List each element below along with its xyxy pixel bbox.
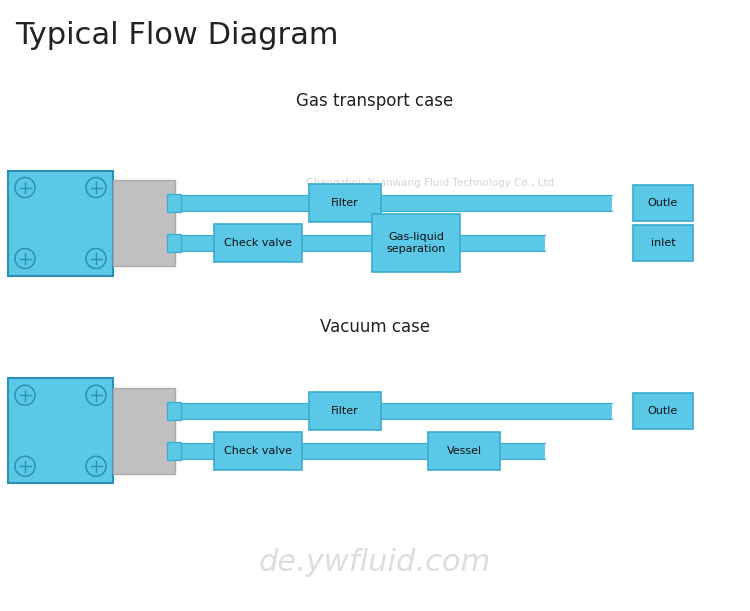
Circle shape <box>15 178 35 197</box>
FancyBboxPatch shape <box>214 224 302 262</box>
Text: Changzhou Yuanwang Fluid Technology Co., Ltd: Changzhou Yuanwang Fluid Technology Co.,… <box>306 404 554 414</box>
FancyBboxPatch shape <box>8 170 113 276</box>
FancyBboxPatch shape <box>309 184 381 222</box>
Circle shape <box>86 456 106 476</box>
FancyBboxPatch shape <box>214 432 302 470</box>
FancyBboxPatch shape <box>167 194 181 212</box>
Text: Gas transport case: Gas transport case <box>296 92 454 110</box>
FancyBboxPatch shape <box>633 185 693 221</box>
Text: de.ywfluid.com: de.ywfluid.com <box>259 547 491 577</box>
FancyBboxPatch shape <box>428 432 500 470</box>
FancyBboxPatch shape <box>181 403 612 419</box>
FancyBboxPatch shape <box>181 235 545 251</box>
Text: Changzhou Yuanwang Fluid Technology Co., Ltd: Changzhou Yuanwang Fluid Technology Co.,… <box>306 178 554 188</box>
Text: Vacuum case: Vacuum case <box>320 318 430 336</box>
FancyBboxPatch shape <box>309 392 381 430</box>
FancyBboxPatch shape <box>167 442 181 459</box>
Text: Typical Flow Diagram: Typical Flow Diagram <box>15 21 338 50</box>
Text: Check valve: Check valve <box>224 446 292 456</box>
FancyBboxPatch shape <box>181 443 545 459</box>
Circle shape <box>86 386 106 405</box>
FancyBboxPatch shape <box>167 234 181 252</box>
Text: Filter: Filter <box>332 198 358 208</box>
Text: inlet: inlet <box>651 238 675 248</box>
Circle shape <box>15 456 35 476</box>
FancyBboxPatch shape <box>167 402 181 420</box>
FancyBboxPatch shape <box>181 195 612 211</box>
FancyBboxPatch shape <box>633 393 693 429</box>
FancyBboxPatch shape <box>113 180 175 266</box>
FancyBboxPatch shape <box>633 225 693 261</box>
Circle shape <box>86 178 106 197</box>
FancyBboxPatch shape <box>8 378 113 483</box>
Text: Check valve: Check valve <box>224 238 292 248</box>
Text: Outle: Outle <box>648 198 678 208</box>
Circle shape <box>15 386 35 405</box>
Circle shape <box>15 249 35 268</box>
Text: Outle: Outle <box>648 406 678 415</box>
FancyBboxPatch shape <box>372 214 460 272</box>
FancyBboxPatch shape <box>113 388 175 474</box>
Text: Gas-liquid
separation: Gas-liquid separation <box>386 232 446 254</box>
Text: Vessel: Vessel <box>446 446 482 456</box>
Text: Filter: Filter <box>332 406 358 415</box>
Circle shape <box>86 249 106 268</box>
